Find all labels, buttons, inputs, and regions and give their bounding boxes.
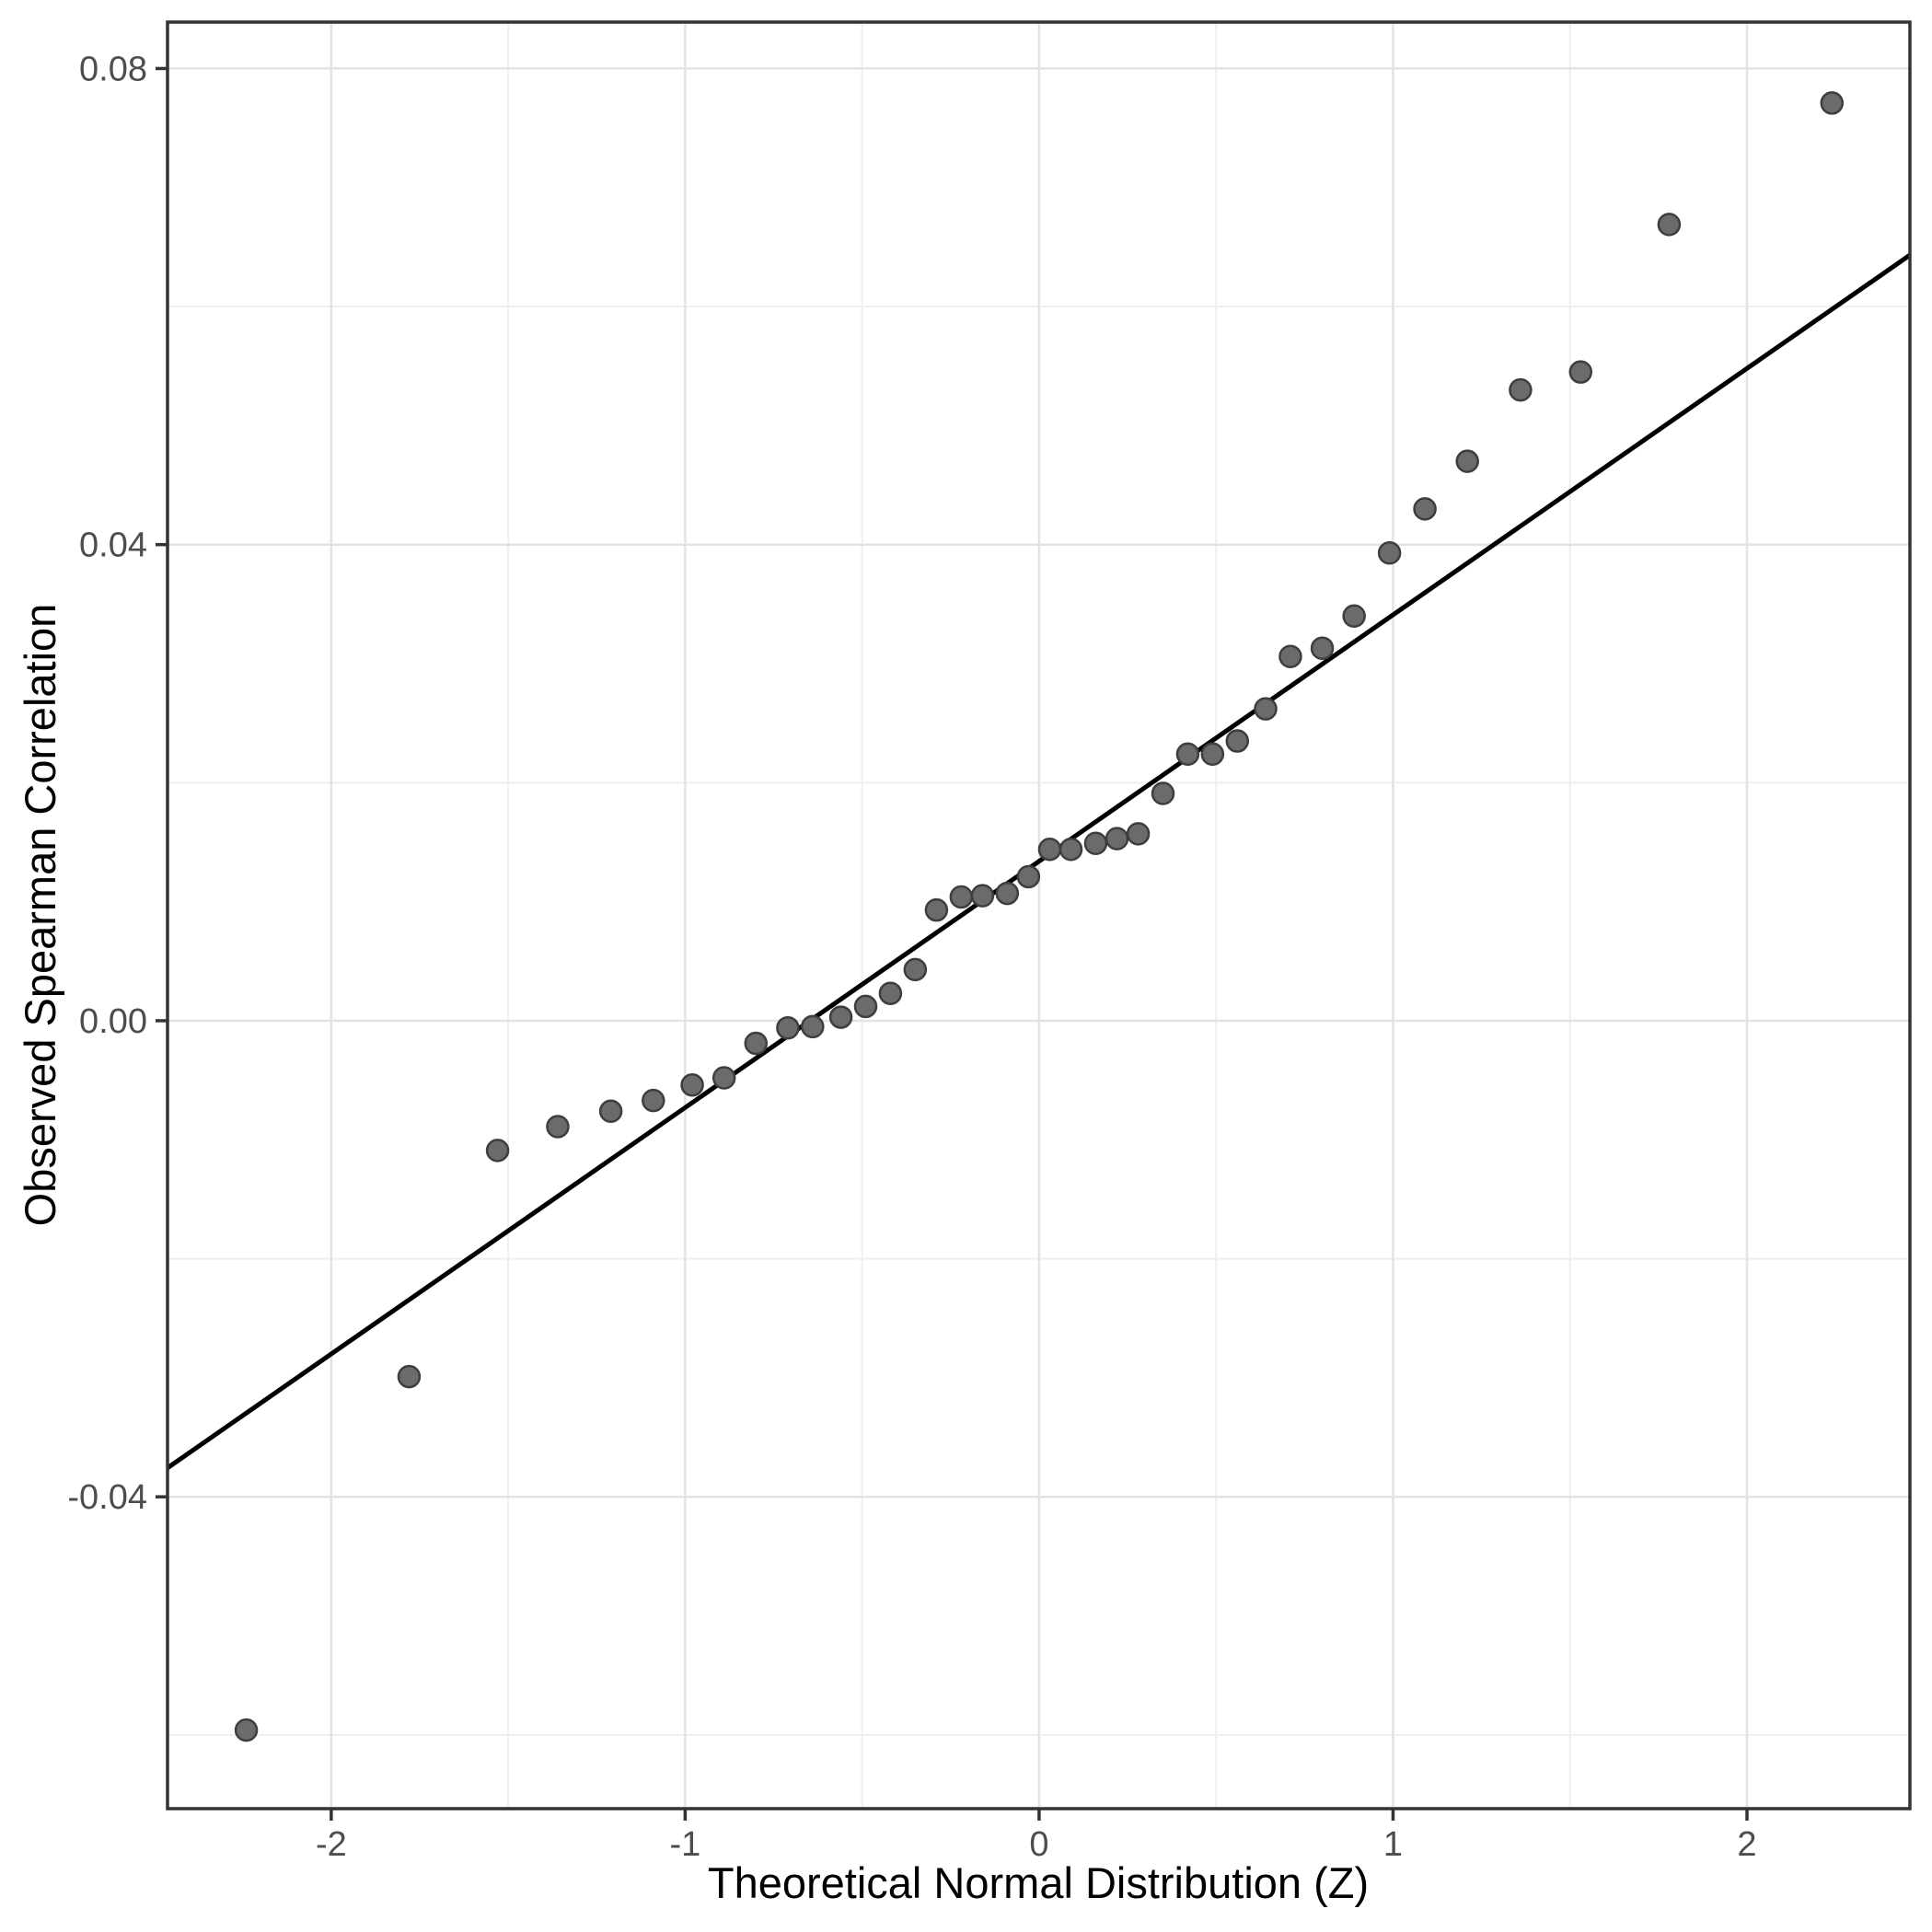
data-point xyxy=(744,1031,769,1056)
data-point xyxy=(234,1718,259,1742)
data-point xyxy=(970,884,995,908)
x-tick-label: 1 xyxy=(1383,1825,1403,1864)
data-point xyxy=(1820,91,1845,115)
data-point xyxy=(1657,213,1682,237)
data-point xyxy=(680,1073,704,1097)
data-point xyxy=(1175,742,1200,767)
data-point xyxy=(546,1115,570,1139)
data-point xyxy=(995,881,1020,906)
data-point xyxy=(1509,377,1533,402)
y-tick-label: 0.04 xyxy=(79,526,147,565)
qq-reference-line-layer xyxy=(166,253,1912,1470)
data-point xyxy=(1413,497,1437,521)
data-point xyxy=(711,1066,736,1090)
data-point xyxy=(924,897,949,922)
data-point xyxy=(1059,837,1083,862)
data-point xyxy=(1225,729,1250,753)
data-point xyxy=(1310,636,1335,660)
data-point xyxy=(853,994,878,1019)
data-point xyxy=(1151,781,1175,805)
data-point xyxy=(776,1015,800,1040)
gridlines-major xyxy=(168,22,1910,1809)
x-tick-label: -2 xyxy=(316,1825,347,1864)
y-tick-label: 0.00 xyxy=(79,1002,147,1041)
data-point xyxy=(598,1099,623,1123)
data-point xyxy=(801,1014,825,1039)
data-point xyxy=(903,957,928,982)
data-point xyxy=(642,1088,665,1113)
x-tick-label: -1 xyxy=(669,1825,700,1864)
data-point xyxy=(1016,864,1041,889)
data-point xyxy=(1083,831,1108,856)
y-axis-title: Observed Spearman Correlation xyxy=(16,604,64,1227)
data-point xyxy=(485,1139,510,1163)
data-point xyxy=(1342,604,1366,629)
data-point xyxy=(878,981,903,1005)
data-point xyxy=(1105,827,1129,850)
qq-reference-line xyxy=(166,253,1912,1470)
data-point xyxy=(1568,360,1593,384)
data-point xyxy=(1377,540,1402,565)
data-point xyxy=(1278,644,1302,668)
data-point xyxy=(1200,742,1225,767)
y-tick-label: 0.08 xyxy=(79,50,147,88)
x-tick-label: 2 xyxy=(1737,1825,1756,1864)
data-point xyxy=(1455,449,1479,473)
x-axis-title: Theoretical Normal Distribution (Z) xyxy=(708,1858,1369,1907)
data-point xyxy=(1126,822,1151,846)
x-tick-label: 0 xyxy=(1029,1825,1048,1864)
scatter-points-layer xyxy=(234,91,1845,1742)
data-point xyxy=(397,1364,422,1389)
y-tick-label: -0.04 xyxy=(67,1478,147,1517)
data-point xyxy=(949,885,974,909)
axis-tick-labels-layer: -2 -1 0 1 2 0.08 0.04 0.00 -0.04 xyxy=(67,50,1756,1864)
axis-ticks-layer xyxy=(156,66,1749,1821)
data-point xyxy=(1037,837,1062,862)
data-point xyxy=(1254,697,1278,721)
data-point xyxy=(828,1005,853,1029)
